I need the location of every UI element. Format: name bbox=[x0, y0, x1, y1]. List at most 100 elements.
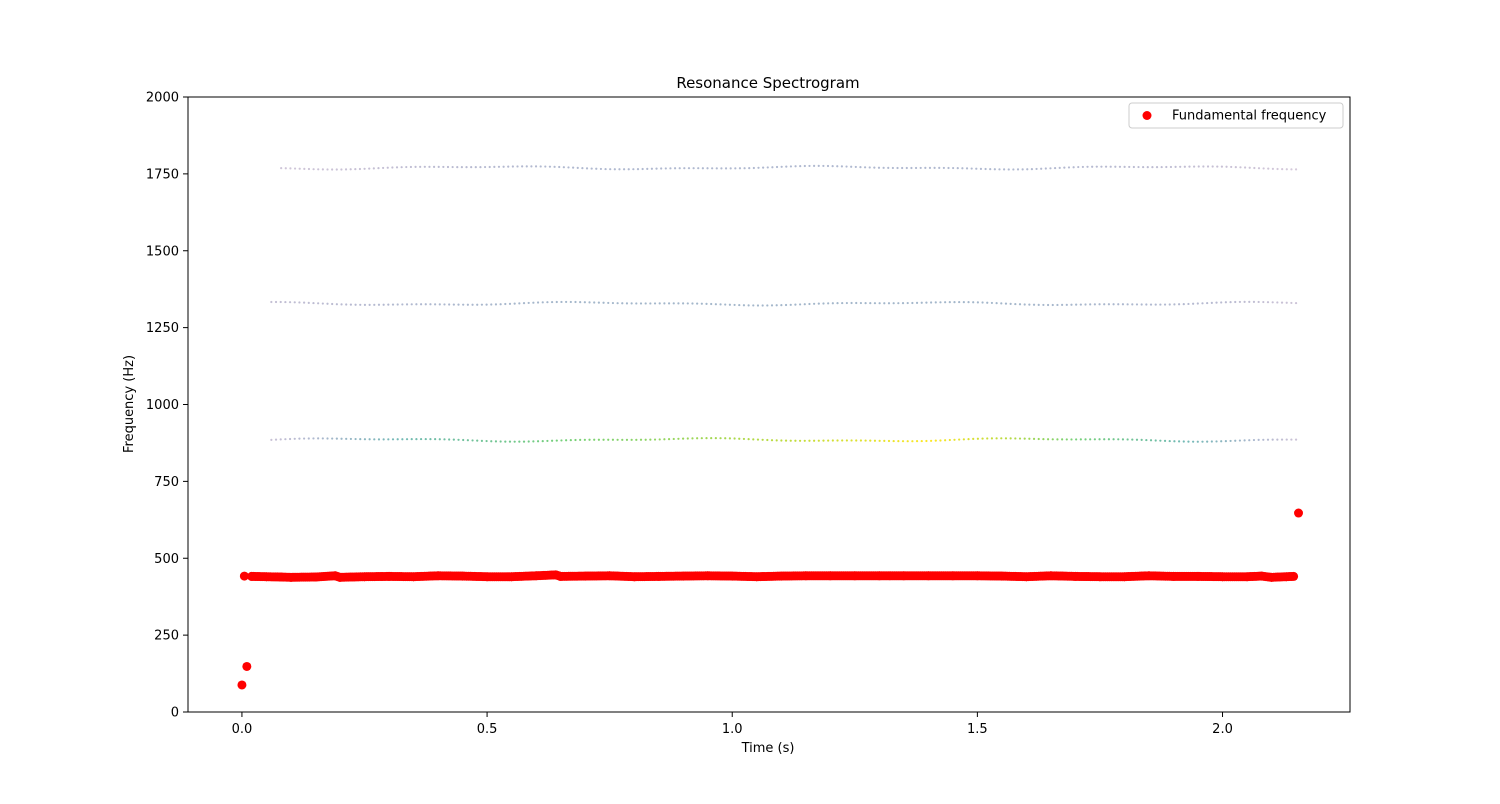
y-tick-label: 500 bbox=[154, 552, 179, 567]
band-point bbox=[1224, 301, 1227, 304]
band-point bbox=[476, 439, 479, 442]
chart-title: Resonance Spectrogram bbox=[676, 74, 859, 92]
band-point bbox=[1262, 167, 1265, 170]
band-point bbox=[1093, 303, 1096, 306]
band-point bbox=[410, 303, 413, 306]
band-point bbox=[1103, 438, 1106, 441]
band-point bbox=[752, 304, 755, 307]
band-point bbox=[961, 167, 964, 170]
band-point bbox=[967, 438, 970, 441]
band-point bbox=[1100, 165, 1103, 168]
band-point bbox=[485, 439, 488, 443]
band-point bbox=[644, 438, 647, 441]
fundamental-point bbox=[605, 571, 615, 581]
band-point bbox=[1042, 438, 1045, 441]
band-point bbox=[340, 303, 343, 306]
band-point bbox=[891, 166, 894, 170]
band-point bbox=[1174, 165, 1177, 168]
band-point bbox=[321, 437, 324, 440]
band-point bbox=[1067, 166, 1071, 169]
band-point bbox=[1294, 301, 1298, 305]
band-point bbox=[1086, 165, 1089, 168]
band-point bbox=[1131, 303, 1134, 306]
band-point bbox=[1271, 438, 1274, 441]
band-point bbox=[798, 303, 802, 306]
band-point bbox=[706, 167, 709, 170]
fundamental-point bbox=[752, 572, 762, 582]
band-point bbox=[470, 166, 473, 169]
band-point bbox=[962, 438, 965, 441]
band-point bbox=[1061, 438, 1064, 441]
band-point bbox=[925, 439, 928, 443]
band-point bbox=[401, 438, 404, 441]
band-point bbox=[1177, 303, 1181, 306]
y-axis-label: Frequency (Hz) bbox=[122, 355, 137, 453]
fundamental-point bbox=[1257, 571, 1267, 581]
band-point bbox=[771, 166, 774, 169]
band-point bbox=[669, 167, 672, 170]
band-point bbox=[1140, 438, 1143, 441]
band-point bbox=[976, 301, 979, 304]
band-point bbox=[873, 302, 877, 305]
fundamental-point bbox=[850, 571, 860, 581]
band-point bbox=[972, 301, 975, 304]
band-point bbox=[1103, 303, 1106, 306]
band-point bbox=[813, 164, 816, 167]
band-point bbox=[683, 167, 686, 170]
band-point bbox=[1117, 438, 1120, 441]
fundamental-point bbox=[1021, 572, 1031, 582]
band-point bbox=[827, 439, 830, 442]
band-point bbox=[1146, 166, 1149, 169]
band-point bbox=[995, 437, 998, 440]
band-point bbox=[590, 167, 593, 170]
band-point bbox=[667, 438, 671, 441]
band-point bbox=[494, 303, 498, 306]
band-point bbox=[344, 168, 348, 171]
band-point bbox=[279, 438, 282, 441]
band-point bbox=[437, 165, 440, 168]
band-point bbox=[761, 304, 764, 307]
band-point bbox=[649, 302, 652, 305]
band-point bbox=[808, 302, 811, 306]
band-point bbox=[944, 439, 947, 442]
fundamental-point bbox=[580, 571, 590, 581]
legend-box bbox=[1128, 102, 1344, 129]
band-point bbox=[270, 300, 273, 304]
band-point bbox=[850, 165, 853, 168]
band-point bbox=[986, 437, 989, 440]
band-point bbox=[869, 439, 872, 442]
band-point bbox=[1117, 303, 1120, 306]
legend-label: Fundamental frequency bbox=[1172, 109, 1327, 124]
band-point bbox=[827, 302, 830, 305]
band-point bbox=[312, 437, 315, 440]
band-point bbox=[1163, 439, 1167, 442]
band-point bbox=[1196, 440, 1199, 443]
band-point bbox=[1262, 300, 1265, 304]
band-point bbox=[550, 439, 554, 442]
band-point bbox=[813, 302, 816, 305]
band-point bbox=[831, 439, 834, 442]
fundamental-point bbox=[237, 680, 247, 690]
band-point bbox=[434, 438, 437, 441]
fundamental-point bbox=[242, 661, 252, 671]
band-point bbox=[864, 439, 867, 442]
band-point bbox=[1266, 301, 1270, 304]
fundamental-point bbox=[384, 571, 394, 581]
band-point bbox=[1030, 167, 1034, 171]
band-point bbox=[630, 438, 633, 441]
band-point bbox=[415, 438, 418, 441]
band-point bbox=[544, 165, 547, 168]
band-point bbox=[452, 438, 455, 441]
band-point bbox=[1285, 438, 1288, 441]
band-point bbox=[1165, 165, 1168, 169]
band-point bbox=[1257, 438, 1260, 442]
band-point bbox=[789, 303, 792, 306]
fundamental-point bbox=[239, 571, 249, 581]
band-point bbox=[1210, 301, 1213, 304]
band-point bbox=[457, 303, 460, 306]
band-point bbox=[630, 302, 633, 305]
band-point bbox=[972, 437, 975, 440]
band-point bbox=[1114, 165, 1117, 168]
band-point bbox=[887, 166, 890, 170]
band-point bbox=[377, 303, 381, 306]
